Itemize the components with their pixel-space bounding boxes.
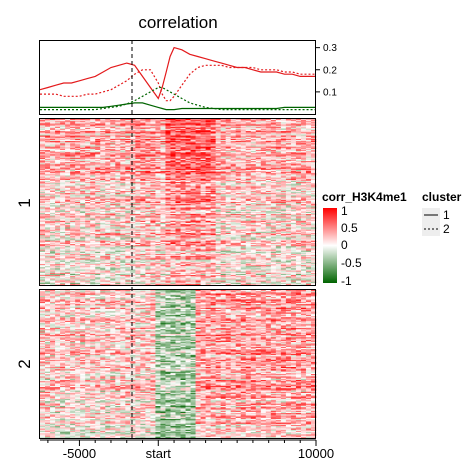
x-axis: -5000 start 10000 xyxy=(40,440,334,461)
colorbar-gradient xyxy=(323,208,337,283)
x-tick-label: 10000 xyxy=(298,446,334,461)
x-tick-label: start xyxy=(146,446,172,461)
heatmap-panel-cluster-2 xyxy=(40,290,317,439)
profile-y-tick-label: 0.3 xyxy=(323,43,337,54)
row-group-label-2: 2 xyxy=(15,359,34,368)
cluster-legend-label: 1 xyxy=(443,208,450,222)
colorbar-title: corr_H3K4me1 xyxy=(322,190,407,204)
row-group-label-1: 1 xyxy=(15,198,34,207)
profile-y-axis: 0.1 0.2 0.3 xyxy=(316,43,337,98)
heatmap-panel-cluster-1 xyxy=(40,119,317,286)
colorbar-tick-label: 0.5 xyxy=(341,221,358,235)
profile-lines xyxy=(40,48,316,110)
profile-frame xyxy=(40,41,316,115)
x-tick-label: -5000 xyxy=(63,446,96,461)
profile-y-tick-label: 0.1 xyxy=(323,87,337,98)
cluster-legend-label: 2 xyxy=(443,222,450,236)
profile-y-tick-label: 0.2 xyxy=(323,65,337,76)
colorbar-legend: corr_H3K4me1 1 0.5 0 -0.5 -1 xyxy=(322,190,407,288)
cluster-legend: cluster 1 2 xyxy=(422,190,462,236)
profile-series-line-1 xyxy=(40,65,316,100)
chart-title: correlation xyxy=(138,13,217,32)
colorbar-tick-label: -0.5 xyxy=(341,256,362,270)
colorbar-tick-label: -1 xyxy=(341,274,352,288)
profile-panel: 0.1 0.2 0.3 xyxy=(40,40,338,115)
colorbar-tick-label: 1 xyxy=(341,204,348,218)
profile-series-line-2 xyxy=(40,103,316,110)
colorbar-tick-label: 0 xyxy=(341,238,348,252)
cluster-legend-title: cluster xyxy=(422,190,462,204)
cluster-legend-key-bg xyxy=(422,208,440,236)
